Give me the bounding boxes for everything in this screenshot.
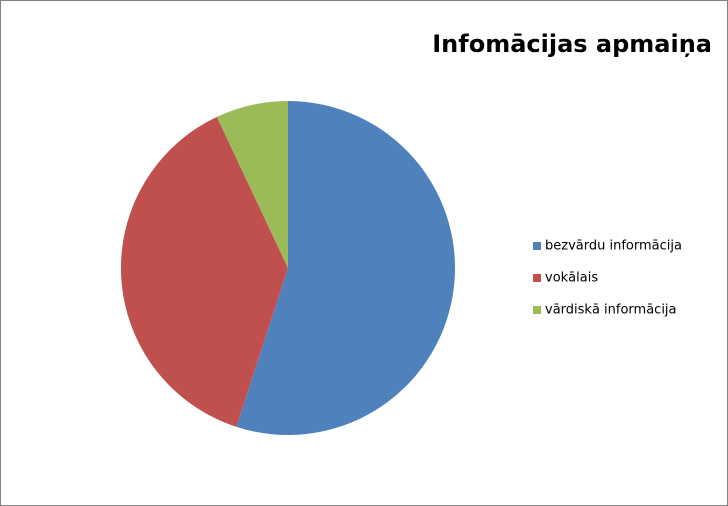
legend-swatch (533, 242, 541, 250)
pie-slice (216, 101, 288, 268)
pie-slice (236, 101, 455, 435)
chart-title: Infomācijas apmaiņa (432, 30, 712, 58)
pie-slice (120, 116, 288, 427)
legend-swatch (533, 306, 541, 314)
legend-swatch (533, 274, 541, 282)
legend-label: vārdiskā informācija (545, 303, 677, 318)
legend-label: vokālais (545, 271, 598, 286)
legend-label: bezvārdu informācija (545, 239, 682, 254)
